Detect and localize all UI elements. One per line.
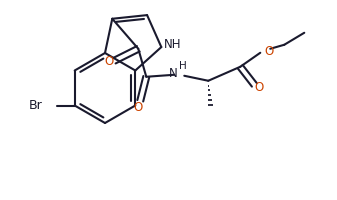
Text: O: O [264, 45, 274, 58]
Text: NH: NH [164, 38, 182, 51]
Text: O: O [134, 101, 143, 114]
Text: Br: Br [29, 99, 43, 112]
Text: H: H [179, 61, 187, 71]
Text: O: O [105, 55, 114, 68]
Text: O: O [255, 81, 264, 94]
Text: N: N [169, 67, 178, 80]
